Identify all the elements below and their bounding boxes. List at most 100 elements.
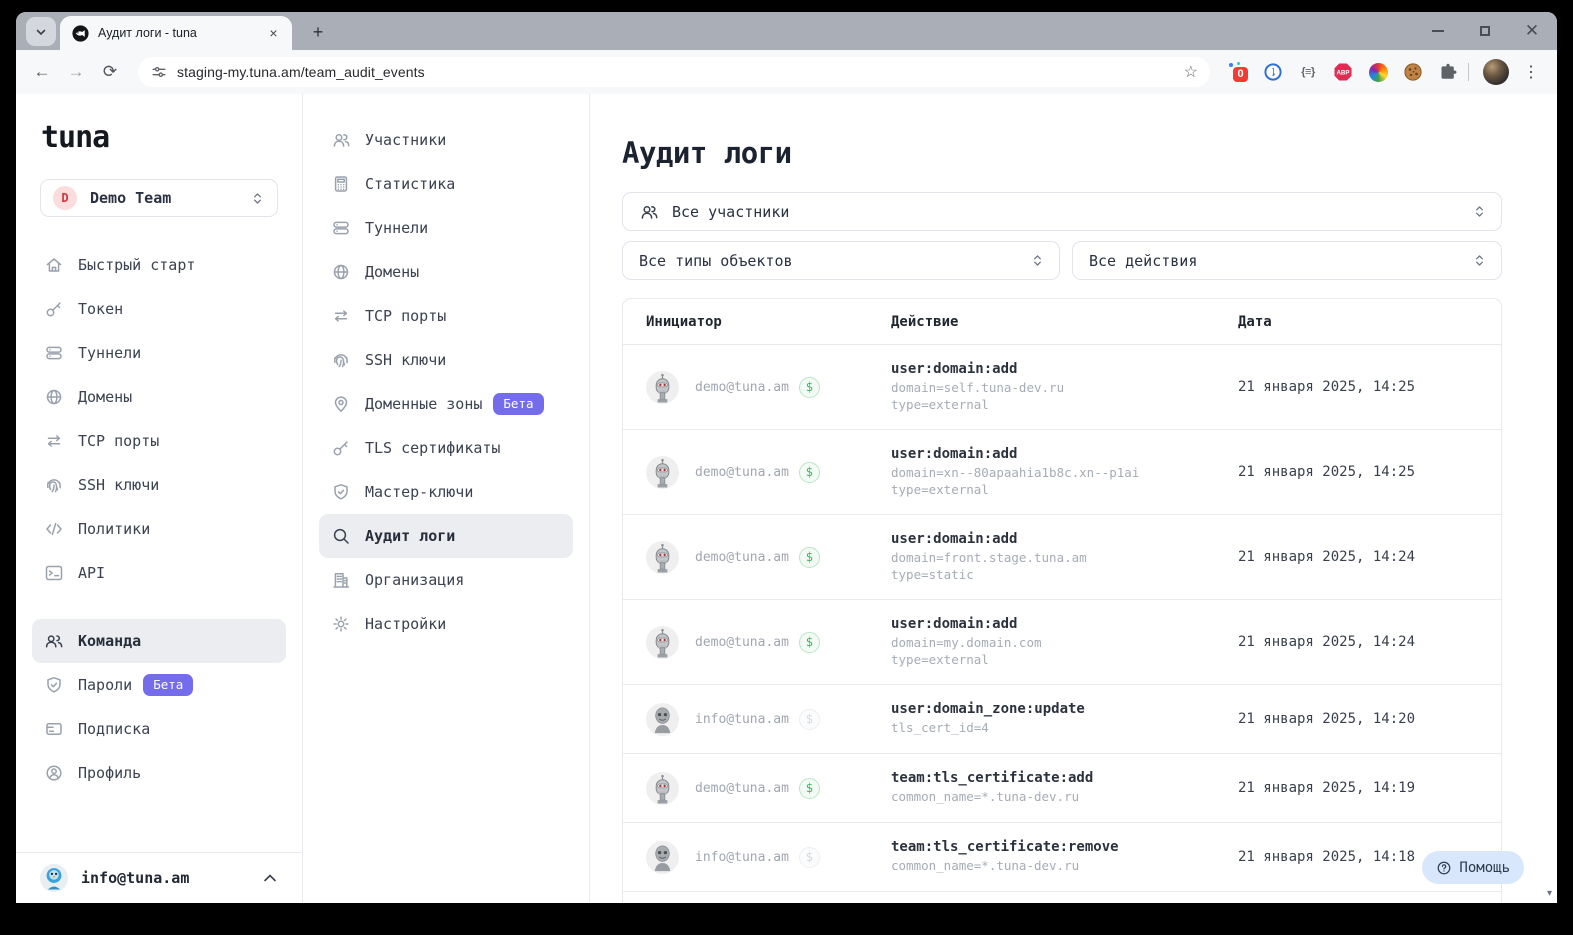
back-button[interactable]: ← bbox=[33, 62, 51, 81]
table-row[interactable]: demo@tuna.am $ user:domain:add domain=fr… bbox=[623, 515, 1501, 600]
initiator-email: info@tuna.am bbox=[695, 849, 789, 865]
scrollbar-down-arrow[interactable]: ▾ bbox=[1546, 888, 1552, 899]
team-menu: Участники Статистика Туннели Домены TCP … bbox=[303, 94, 590, 903]
card-icon bbox=[44, 719, 64, 739]
action-details: domain=self.tuna-dev.ru type=external bbox=[891, 379, 1238, 414]
building-icon bbox=[331, 570, 351, 590]
action-detail: type=external bbox=[891, 652, 989, 667]
user-avatar bbox=[40, 864, 68, 892]
browser-profile-avatar[interactable] bbox=[1483, 59, 1509, 85]
team-menu-item-9[interactable]: Аудит логи bbox=[319, 514, 573, 558]
initiator-cell: demo@tuna.am $ bbox=[646, 540, 891, 574]
adblock-extension-icon[interactable]: ABP bbox=[1333, 62, 1353, 82]
shortcuts-extension-icon[interactable]: {≡} bbox=[1301, 66, 1315, 78]
action-cell: user:domain:add domain=my.domain.com type… bbox=[891, 616, 1238, 669]
participants-filter[interactable]: Все участники bbox=[622, 192, 1502, 231]
table-row[interactable]: demo@tuna.am $ user:domain:add domain=se… bbox=[623, 345, 1501, 430]
column-header: Инициатор bbox=[646, 313, 722, 330]
action-detail: common_name=*.tuna-dev.ru bbox=[891, 858, 1080, 874]
url-text[interactable]: staging-my.tuna.am/team_audit_events bbox=[177, 64, 425, 80]
initiator-avatar bbox=[646, 625, 679, 659]
initiator-cell: demo@tuna.am $ bbox=[646, 771, 891, 805]
initiator-email: demo@tuna.am bbox=[695, 634, 789, 650]
users-icon bbox=[44, 631, 64, 651]
event-date: 21 января 2025, 14:18 bbox=[1238, 849, 1416, 865]
tab-close-icon[interactable]: × bbox=[269, 25, 278, 41]
browser-menu-icon[interactable]: ⋮ bbox=[1523, 64, 1539, 81]
help-button[interactable]: Помощь bbox=[1422, 851, 1524, 884]
maximize-button[interactable] bbox=[1478, 24, 1492, 38]
cookie-extension-icon[interactable] bbox=[1403, 62, 1423, 82]
action-cell: team:tls_certificate:add common_name=*.t… bbox=[891, 770, 1238, 806]
minimize-button[interactable] bbox=[1431, 24, 1445, 38]
nav-item-label: Профиль bbox=[78, 764, 142, 782]
color-wheel-extension-icon[interactable] bbox=[1368, 62, 1388, 82]
reload-button[interactable]: ⟳ bbox=[102, 62, 118, 81]
team-menu-item-11[interactable]: Настройки bbox=[319, 602, 573, 646]
sidebar-item-0[interactable]: Команда bbox=[32, 619, 286, 663]
nav-item-label: Статистика bbox=[365, 175, 456, 193]
team-menu-item-2[interactable]: Туннели bbox=[319, 206, 573, 250]
tab-search-button[interactable] bbox=[26, 17, 56, 46]
nav-item-label: Домены bbox=[365, 263, 420, 281]
sidebar-item-2[interactable]: Туннели bbox=[32, 331, 286, 375]
team-menu-item-1[interactable]: Статистика bbox=[319, 162, 573, 206]
team-menu-item-3[interactable]: Домены bbox=[319, 250, 573, 294]
event-date: 21 января 2025, 14:20 bbox=[1238, 711, 1416, 727]
team-menu-item-10[interactable]: Организация bbox=[319, 558, 573, 602]
site-info-icon[interactable] bbox=[150, 63, 168, 81]
sidebar-item-1[interactable]: Токен bbox=[32, 287, 286, 331]
counter-extension-icon[interactable]: 0 bbox=[1228, 62, 1248, 82]
action-detail: domain=xn--80apaahia1b8c.xn--p1ai bbox=[891, 464, 1140, 480]
action-cell: team:tls_certificate:remove common_name=… bbox=[891, 839, 1238, 875]
nav-item-label: Туннели bbox=[365, 219, 429, 237]
sidebar-item-5[interactable]: SSH ключи bbox=[32, 463, 286, 507]
table-row[interactable]: info@tuna.am $ user:domain_zone:update t… bbox=[623, 685, 1501, 754]
window-close-button[interactable]: ✕ bbox=[1524, 21, 1540, 40]
team-menu-item-4[interactable]: TCP порты bbox=[319, 294, 573, 338]
team-menu-item-6[interactable]: Доменные зоны Бета bbox=[319, 382, 573, 426]
table-row[interactable]: demo@tuna.am $ team:tls_certificate:add … bbox=[623, 754, 1501, 823]
new-tab-button[interactable]: + bbox=[312, 21, 324, 42]
forward-button[interactable]: → bbox=[67, 62, 85, 81]
address-bar[interactable]: staging-my.tuna.am/team_audit_events ☆ bbox=[138, 57, 1210, 87]
chevron-up-icon bbox=[262, 870, 278, 886]
gear-icon bbox=[331, 614, 351, 634]
sidebar-item-7[interactable]: API bbox=[32, 551, 286, 595]
user-account-row[interactable]: info@tuna.am bbox=[16, 852, 302, 903]
sidebar-item-3[interactable]: Профиль bbox=[32, 751, 286, 795]
initiator-cell: info@tuna.am $ bbox=[646, 702, 891, 736]
sidebar-item-4[interactable]: TCP порты bbox=[32, 419, 286, 463]
nav-item-label: Организация bbox=[365, 571, 465, 589]
initiator-avatar bbox=[646, 540, 679, 574]
action-name: user:domain:add bbox=[891, 615, 1018, 632]
object-types-filter[interactable]: Все типы объектов bbox=[622, 241, 1060, 280]
calculator-icon bbox=[331, 174, 351, 194]
team-menu-item-5[interactable]: SSH ключи bbox=[319, 338, 573, 382]
table-row[interactable]: demo@tuna.am $ user:domain:add domain=my… bbox=[623, 600, 1501, 685]
password-manager-extension-icon[interactable] bbox=[1263, 62, 1283, 82]
nav-item-label: Настройки bbox=[365, 615, 447, 633]
extensions-puzzle-icon[interactable] bbox=[1438, 62, 1458, 82]
chevron-down-icon bbox=[36, 29, 46, 35]
sidebar-item-6[interactable]: Политики bbox=[32, 507, 286, 551]
initiator-email: demo@tuna.am bbox=[695, 379, 789, 395]
bookmark-star-icon[interactable]: ☆ bbox=[1183, 64, 1198, 81]
search-icon bbox=[331, 526, 351, 546]
team-selector[interactable]: D Demo Team bbox=[40, 179, 278, 217]
action-details: tls_cert_id=4 bbox=[891, 719, 1238, 737]
nav-item-label: Участники bbox=[365, 131, 447, 149]
table-row[interactable]: demo@tuna.am $ user:domain:add domain=xn… bbox=[623, 430, 1501, 515]
team-menu-item-7[interactable]: TLS сертификаты bbox=[319, 426, 573, 470]
sidebar-item-3[interactable]: Домены bbox=[32, 375, 286, 419]
sidebar-item-0[interactable]: Быстрый старт bbox=[32, 243, 286, 287]
chevrons-updown-icon bbox=[1030, 253, 1045, 268]
table-row[interactable]: info@tuna.am $ team:tls_certificate:remo… bbox=[623, 823, 1501, 892]
team-menu-item-8[interactable]: Мастер-ключи bbox=[319, 470, 573, 514]
actions-filter[interactable]: Все действия bbox=[1072, 241, 1502, 280]
sidebar-item-1[interactable]: Пароли Бета bbox=[32, 663, 286, 707]
users2-icon bbox=[331, 130, 351, 150]
team-menu-item-0[interactable]: Участники bbox=[319, 118, 573, 162]
sidebar-item-2[interactable]: Подписка bbox=[32, 707, 286, 751]
browser-tab[interactable]: Аудит логи - tuna × bbox=[60, 16, 292, 50]
